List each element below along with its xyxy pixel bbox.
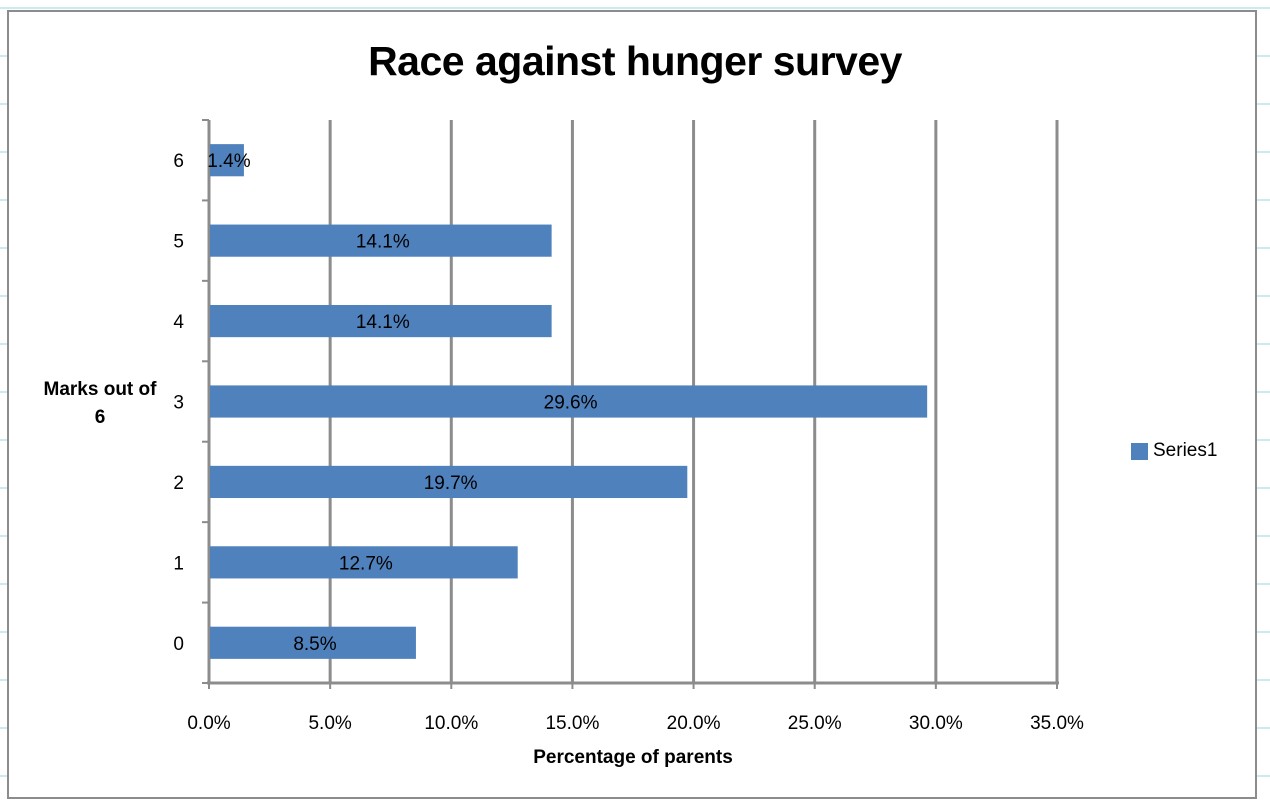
data-label-4: 14.1%	[356, 312, 410, 333]
x-tick-label: 10.0%	[424, 713, 478, 734]
bar-1	[210, 546, 518, 579]
y-tick-label-1: 1	[173, 553, 184, 574]
y-tick-label-2: 2	[173, 473, 184, 494]
y-tick-label-6: 6	[173, 151, 184, 172]
x-axis-title: Percentage of parents	[533, 747, 733, 768]
chart-title: Race against hunger survey	[368, 38, 902, 84]
bar-0	[210, 626, 416, 659]
y-tick-label-3: 3	[173, 393, 184, 414]
bar-5	[210, 224, 552, 257]
data-label-2: 19.7%	[424, 473, 478, 494]
bar-3	[210, 385, 928, 418]
x-tick-label: 15.0%	[545, 713, 599, 734]
y-tick-label-4: 4	[173, 312, 184, 333]
data-label-0: 8.5%	[293, 634, 336, 655]
data-label-6: 1.4%	[207, 151, 250, 172]
bar-6	[210, 144, 244, 177]
legend: Series1	[1131, 439, 1217, 463]
x-tick-label: 35.0%	[1030, 713, 1084, 734]
x-tick-label: 20.0%	[667, 713, 721, 734]
x-tick-label: 0.0%	[187, 713, 230, 734]
legend-swatch-series1	[1131, 442, 1148, 460]
data-label-5: 14.1%	[356, 232, 410, 253]
bar-4	[210, 304, 552, 338]
y-tick-label-0: 0	[173, 634, 184, 655]
legend-label-series1: Series1	[1153, 440, 1218, 461]
y-axis-title: Marks out of 6	[43, 379, 157, 428]
x-tick-label: 25.0%	[788, 713, 842, 734]
x-tick-label: 30.0%	[909, 713, 963, 734]
bar-2	[210, 465, 688, 499]
data-label-3: 29.6%	[544, 393, 598, 414]
x-tick-label: 5.0%	[308, 713, 351, 734]
data-label-1: 12.7%	[339, 553, 393, 574]
y-tick-label-5: 5	[173, 232, 184, 253]
